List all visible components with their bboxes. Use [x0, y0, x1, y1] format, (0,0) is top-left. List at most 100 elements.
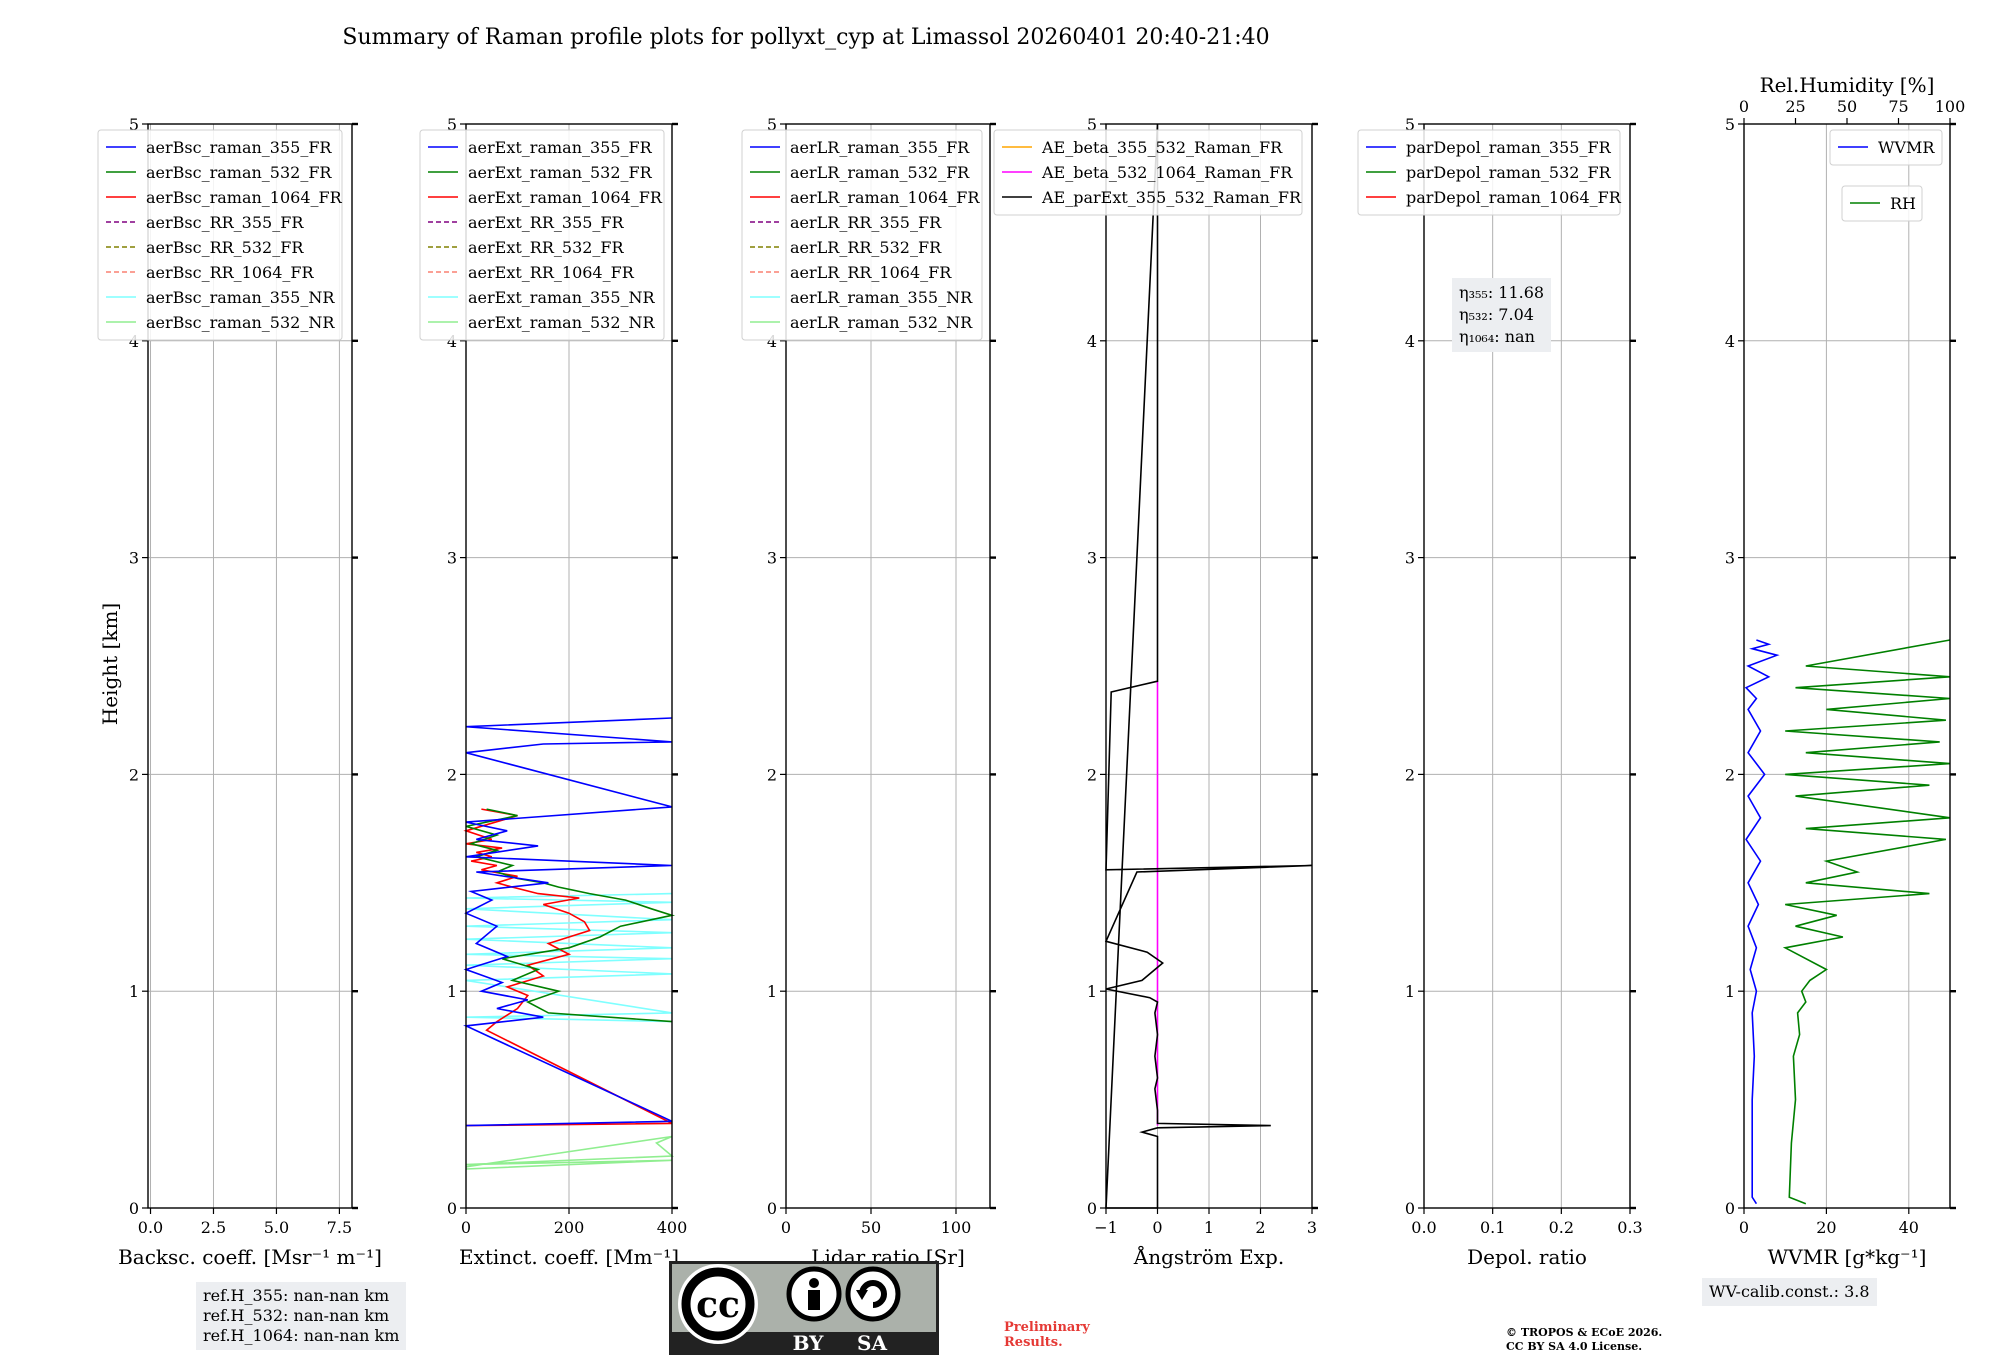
- extinction-series-aerExt_raman_1064_FR: [463, 808, 673, 1127]
- eta-532: η₅₃₂: 7.04: [1459, 305, 1534, 324]
- water_vapor-ytick-label-2: 2: [1725, 765, 1735, 784]
- depolarization-legend-label-2: parDepol_raman_1064_FR: [1406, 188, 1622, 207]
- eta-box: η₃₅₅: 11.68 η₅₃₂: 7.04 η₁₀₆₄: nan: [1452, 278, 1552, 352]
- depolarization-ytick-label-3: 3: [1405, 549, 1415, 568]
- depolarization-ytick-label-2: 2: [1405, 765, 1415, 784]
- backscatter-xtick-label-3: 7.5: [327, 1218, 352, 1237]
- water_vapor-top-xtick-label-3: 75: [1888, 97, 1908, 116]
- lidar_ratio-legend-label-4: aerLR_RR_532_FR: [790, 238, 942, 257]
- share-alike-icon: [856, 1280, 887, 1308]
- water_vapor-xtick-label-2: 40: [1899, 1218, 1919, 1237]
- extinction-ytick-label-3: 3: [447, 549, 457, 568]
- angstrom-xtick-label-1: 0: [1152, 1218, 1162, 1237]
- backscatter-legend-label-0: aerBsc_raman_355_FR: [146, 138, 332, 157]
- by-label: BY: [793, 1331, 825, 1355]
- lidar_ratio-ytick-label-2: 2: [767, 765, 777, 784]
- depolarization-legend-label-0: parDepol_raman_355_FR: [1406, 138, 1612, 157]
- backscatter-ytick-label-0: 0: [129, 1199, 139, 1218]
- extinction-ytick-label-0: 0: [447, 1199, 457, 1218]
- lidar_ratio-ytick-label-1: 1: [767, 982, 777, 1001]
- depolarization-ytick-label-4: 4: [1405, 332, 1415, 351]
- depolarization-xtick-label-3: 0.3: [1617, 1218, 1642, 1237]
- lidar_ratio-xtick-label-0: 0: [781, 1218, 791, 1237]
- backscatter-legend-label-5: aerBsc_RR_1064_FR: [146, 263, 315, 282]
- backscatter-xtick-label-1: 2.5: [201, 1218, 226, 1237]
- angstrom-legend-label-2: AE_parExt_355_532_Raman_FR: [1041, 188, 1302, 207]
- water_vapor-top-xtick-label-1: 25: [1785, 97, 1805, 116]
- depolarization-legend-label-1: parDepol_raman_532_FR: [1406, 163, 1612, 182]
- water_vapor-1-legend: [1841, 185, 1923, 222]
- water_vapor-top-xtick-label-2: 50: [1837, 97, 1857, 116]
- backscatter-ytick-label-1: 1: [129, 982, 139, 1001]
- wv-calib-box: WV-calib.const.: 3.8: [1702, 1278, 1877, 1306]
- backscatter-legend-label-1: aerBsc_raman_532_FR: [146, 163, 332, 182]
- extinction-legend-label-2: aerExt_raman_1064_FR: [468, 188, 663, 207]
- angstrom-legend: [993, 129, 1303, 216]
- reference-height-box: ref.H_355: nan-nan km ref.H_532: nan-nan…: [196, 1282, 407, 1350]
- backscatter-ytick-label-3: 3: [129, 549, 139, 568]
- eta-355: η₃₅₅: 11.68: [1459, 283, 1545, 302]
- water_vapor-top-xlabel: Rel.Humidity [%]: [1760, 73, 1935, 97]
- figure-title: Summary of Raman profile plots for polly…: [342, 25, 1269, 50]
- lidar_ratio-legend-label-1: aerLR_raman_532_FR: [790, 163, 970, 182]
- angstrom-ytick-label-0: 0: [1087, 1199, 1097, 1218]
- extinction-legend-label-1: aerExt_raman_532_FR: [468, 163, 653, 182]
- lidar_ratio-ytick-label-3: 3: [767, 549, 777, 568]
- depolarization-ytick-label-5: 5: [1405, 115, 1415, 134]
- depolarization-xlabel: Depol. ratio: [1467, 1245, 1587, 1269]
- panels-group: 0.0 2.5 5.0 7.5 0 1 2 3 4 5 Backsc. coeff. [Msr⁻¹ …: [97, 73, 1966, 1269]
- water_vapor-series-RH: [1782, 639, 1951, 1205]
- angstrom-xtick-label-4: 3: [1307, 1218, 1317, 1237]
- backscatter-legend: [97, 129, 343, 341]
- extinction-legend-label-4: aerExt_RR_532_FR: [468, 238, 625, 257]
- lidar_ratio-axes-frame: [785, 123, 991, 1209]
- extinction-legend-label-0: aerExt_raman_355_FR: [468, 138, 653, 157]
- lidar_ratio-legend-label-7: aerLR_raman_532_NR: [790, 313, 973, 332]
- lidar_ratio-legend-label-2: aerLR_raman_1064_FR: [790, 188, 980, 207]
- copyright-note: © TROPOS & ECoE 2026. CC BY SA 4.0 Licen…: [1506, 1326, 1663, 1353]
- extinction-xlabel: Extinct. coeff. [Mm⁻¹]: [459, 1245, 679, 1269]
- extinction-legend-label-6: aerExt_raman_355_NR: [468, 288, 656, 307]
- backscatter-legend-label-6: aerBsc_raman_355_NR: [146, 288, 335, 307]
- y-axis-label: Height [km]: [98, 603, 122, 725]
- lidar_ratio-ytick-label-4: 4: [767, 332, 777, 351]
- preliminary-results-note: Preliminary Results.: [1004, 1320, 1090, 1350]
- extinction-xtick-label-1: 200: [554, 1218, 585, 1237]
- depolarization-axes-frame: [1423, 123, 1631, 1209]
- lidar_ratio-legend: [741, 129, 983, 341]
- ref-height-1064: ref.H_1064: nan-nan km: [203, 1326, 400, 1345]
- angstrom-xtick-label-2: 1: [1204, 1218, 1214, 1237]
- ref-height-532: ref.H_532: nan-nan km: [203, 1306, 390, 1325]
- water_vapor-ytick-label-4: 4: [1725, 332, 1735, 351]
- water_vapor-xlabel: WVMR [g*kg⁻¹]: [1768, 1245, 1927, 1269]
- angstrom-legend-label-1: AE_beta_532_1064_Raman_FR: [1041, 163, 1293, 182]
- backscatter-legend-label-7: aerBsc_raman_532_NR: [146, 313, 335, 332]
- sa-label: SA: [857, 1331, 887, 1355]
- extinction-legend-label-5: aerExt_RR_1064_FR: [468, 263, 635, 282]
- backscatter-ytick-label-4: 4: [129, 332, 139, 351]
- depolarization-xtick-label-2: 0.2: [1549, 1218, 1574, 1237]
- extinction-xtick-label-2: 400: [657, 1218, 688, 1237]
- angstrom-ytick-label-3: 3: [1087, 549, 1097, 568]
- angstrom-ytick-label-2: 2: [1087, 765, 1097, 784]
- angstrom-ytick-label-4: 4: [1087, 332, 1097, 351]
- water_vapor-axes-frame: [1743, 123, 1951, 1209]
- extinction-ytick-label-1: 1: [447, 982, 457, 1001]
- lidar_ratio-legend-label-5: aerLR_RR_1064_FR: [790, 263, 952, 282]
- extinction-series-aerExt_raman_532_FR: [465, 808, 676, 1023]
- water_vapor-0-legend-label-0: WVMR: [1878, 138, 1935, 157]
- depolarization-xtick-label-0: 0.0: [1411, 1218, 1436, 1237]
- angstrom-xtick-label-3: 2: [1255, 1218, 1265, 1237]
- water_vapor-ytick-label-5: 5: [1725, 115, 1735, 134]
- water_vapor-top-xtick-label-4: 100: [1935, 97, 1966, 116]
- lidar_ratio-xtick-label-1: 50: [861, 1218, 881, 1237]
- eta-1064: η₁₀₆₄: nan: [1459, 327, 1535, 346]
- cc-by-sa-badge: cc BY SA: [669, 1261, 939, 1355]
- water_vapor-ytick-label-0: 0: [1725, 1199, 1735, 1218]
- water_vapor-0-legend: [1829, 129, 1943, 166]
- extinction-legend: [419, 129, 665, 341]
- extinction-ytick-label-4: 4: [447, 332, 457, 351]
- backscatter-legend-label-3: aerBsc_RR_355_FR: [146, 213, 304, 232]
- depolarization-legend: [1357, 129, 1621, 216]
